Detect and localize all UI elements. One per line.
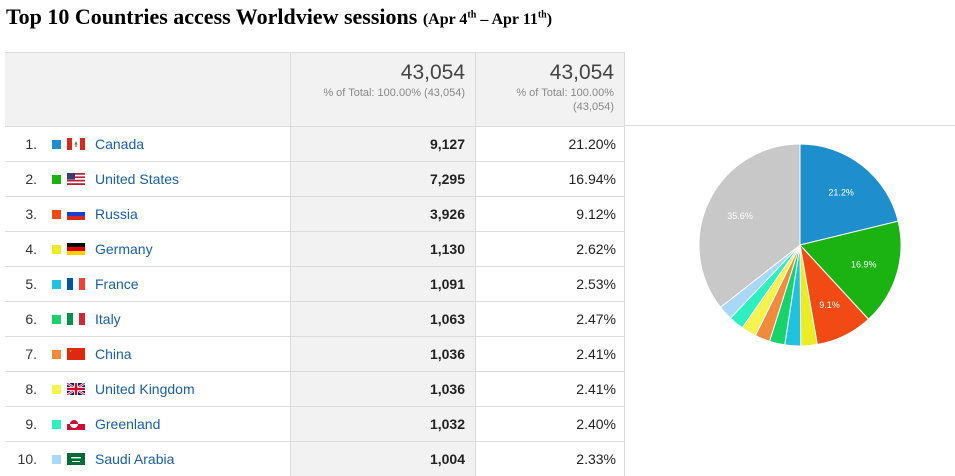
table-row[interactable]: 8. United Kingdom 1,036 2.41% [5,371,625,406]
row-rank: 2. [25,171,37,187]
row-rank: 10. [17,451,37,467]
contribution-column-header[interactable]: 43,054 % of Total: 100.00% (43,054) [475,53,625,126]
sessions-value: 3,926 [290,197,475,231]
table-row[interactable]: 9. Greenland 1,032 2.40% [5,406,625,441]
sessions-percent: 2.33% [475,442,625,476]
pie-slice-label: 16.9% [851,259,877,269]
sessions-value: 1,004 [290,442,475,476]
sessions-value: 9,127 [290,127,475,161]
table-body: 1. Canada 9,127 21.20% 2. United States 7,295 1… [5,126,625,476]
table-row[interactable]: 2. United States 7,295 16.94% [5,161,625,196]
title-date-range: (Apr 4th – Apr 11th) [422,9,553,28]
sessions-percent: 9.12% [475,197,625,231]
pie-slice-united-states[interactable] [799,220,902,320]
series-color-swatch [52,175,61,184]
country-link[interactable]: China [95,346,132,362]
table-header: 43,054 % of Total: 100.00% (43,054) 43,0… [5,52,625,126]
sessions-percent: 16.94% [475,162,625,196]
country-link[interactable]: Greenland [95,416,161,432]
flag-icon [67,138,85,150]
sessions-percent: 2.41% [475,372,625,406]
flag-icon [67,418,85,430]
table-row[interactable]: 5. France 1,091 2.53% [5,266,625,301]
sessions-value: 1,036 [290,372,475,406]
sessions-percent: 21.20% [475,127,625,161]
report-table: 43,054 % of Total: 100.00% (43,054) 43,0… [5,52,625,476]
row-rank: 6. [25,311,37,327]
row-rank: 1. [25,136,37,152]
contribution-total-note: % of Total: 100.00% [516,87,614,99]
country-link[interactable]: France [95,276,139,292]
sessions-value: 1,063 [290,302,475,336]
table-row[interactable]: 4. Germany 1,130 2.62% [5,231,625,266]
series-color-swatch [52,420,61,429]
series-color-swatch [52,385,61,394]
table-row[interactable]: 6. Italy 1,063 2.47% [5,301,625,336]
table-row[interactable]: 1. Canada 9,127 21.20% [5,126,625,161]
flag-icon [67,383,85,395]
row-rank: 4. [25,241,37,257]
table-row[interactable]: 3. Russia 3,926 9.12% [5,196,625,231]
sessions-percent: 2.53% [475,267,625,301]
sessions-value: 1,032 [290,407,475,441]
row-rank: 7. [25,346,37,362]
flag-icon [67,173,85,185]
sessions-percent: 2.47% [475,302,625,336]
sessions-percent: 2.40% [475,407,625,441]
flag-icon [67,278,85,290]
row-rank: 3. [25,206,37,222]
sessions-percent: 2.62% [475,232,625,266]
country-link[interactable]: United Kingdom [95,381,195,397]
row-rank: 9. [25,416,37,432]
series-color-swatch [52,315,61,324]
sessions-total: 43,054 [400,61,465,84]
divider [625,125,955,126]
country-link[interactable]: United States [95,171,180,187]
sessions-column-header[interactable]: 43,054 % of Total: 100.00% (43,054) [290,53,475,126]
row-rank: 8. [25,381,37,397]
row-rank: 5. [25,276,37,292]
flag-icon [67,348,85,360]
title-main: Top 10 Countries access Worldview sessio… [6,4,418,29]
series-color-swatch [52,210,61,219]
country-link[interactable]: Saudi Arabia [95,451,175,467]
sessions-value: 1,091 [290,267,475,301]
sessions-value: 1,130 [290,232,475,266]
sessions-value: 1,036 [290,337,475,371]
table-row[interactable]: 10. Saudi Arabia 1,004 2.33% [5,441,625,476]
country-link[interactable]: Germany [95,241,153,257]
series-color-swatch [52,280,61,289]
pie-slice-label: 35.6% [727,211,753,221]
country-link[interactable]: Italy [95,311,121,327]
series-color-swatch [52,455,61,464]
sessions-pie-chart: 21.2% 16.9% 9.1% 35.6% [698,143,902,347]
sessions-value: 7,295 [290,162,475,196]
series-color-swatch [52,350,61,359]
flag-icon [67,208,85,220]
country-link[interactable]: Russia [95,206,138,222]
flag-icon [67,453,85,465]
page-title: Top 10 Countries access Worldview sessio… [6,4,552,30]
flag-icon [67,243,85,255]
contribution-total-note-count: (43,054) [573,101,614,113]
pie-slice-canada[interactable] [799,143,899,246]
series-color-swatch [52,245,61,254]
country-link[interactable]: Canada [95,136,145,152]
pie-slice-label: 9.1% [819,300,840,310]
pie-slice-label: 21.2% [828,188,854,198]
flag-icon [67,313,85,325]
sessions-percent: 2.41% [475,337,625,371]
contribution-total: 43,054 [549,61,614,84]
pie-slice-other[interactable] [698,143,801,308]
series-color-swatch [52,140,61,149]
table-row[interactable]: 7. China 1,036 2.41% [5,336,625,371]
sessions-total-note: % of Total: 100.00% (43,054) [323,87,465,99]
